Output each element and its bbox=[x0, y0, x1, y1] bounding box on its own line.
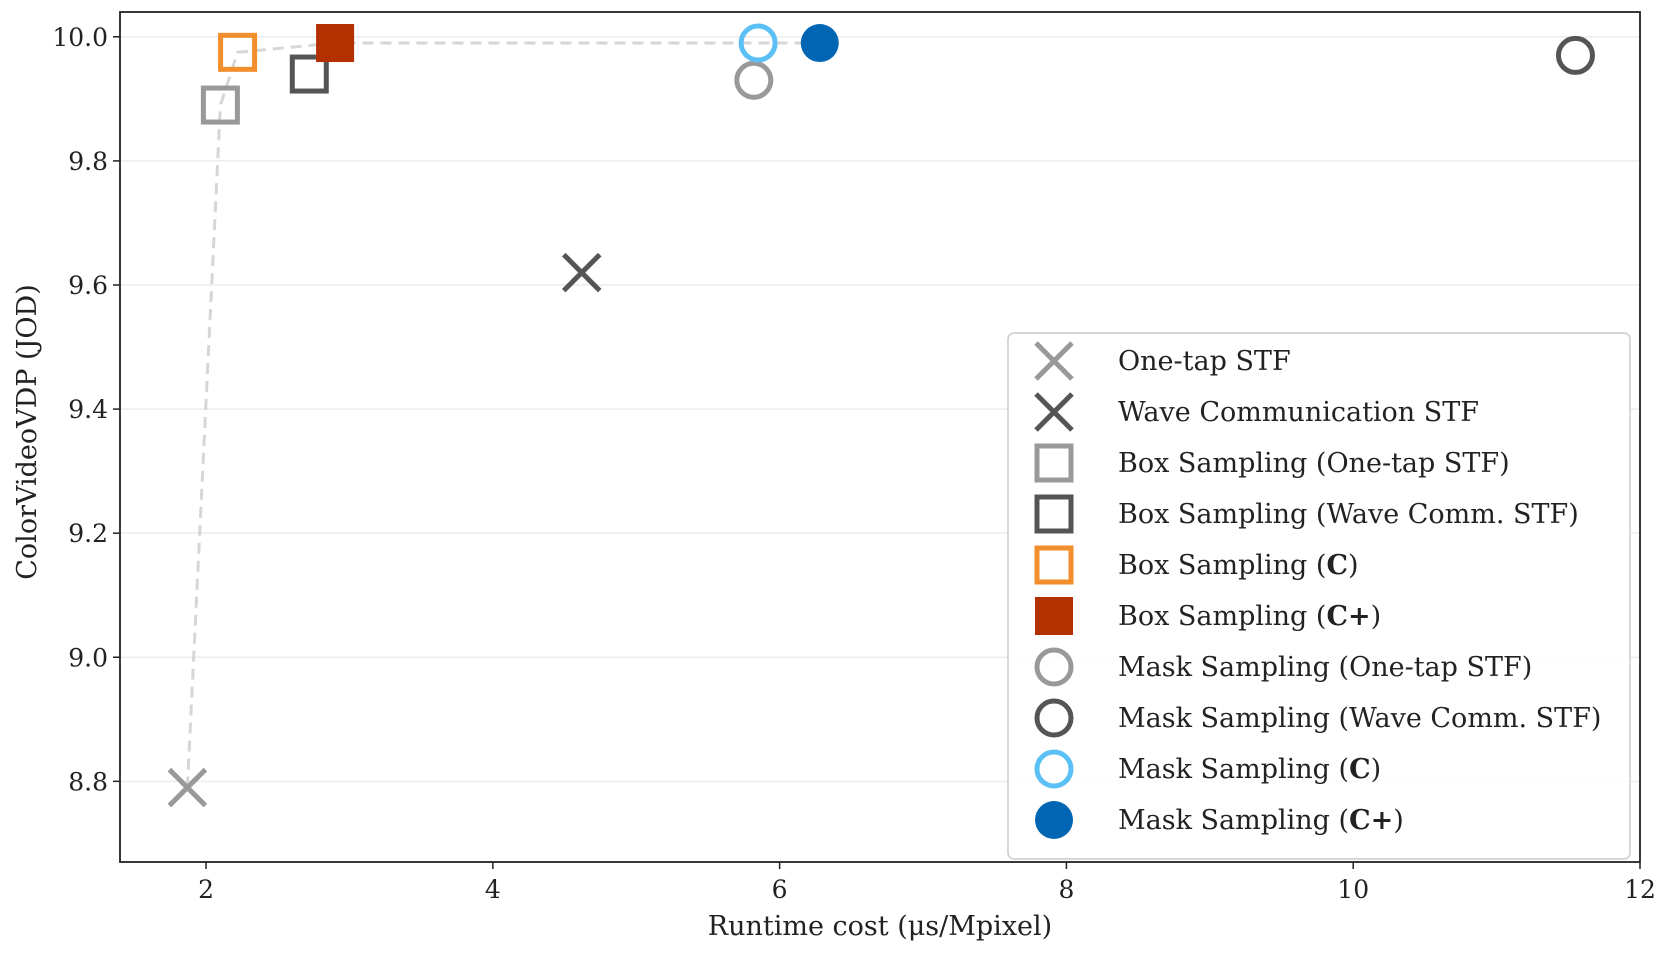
y-tick-label: 10.0 bbox=[52, 23, 108, 52]
data-point bbox=[734, 60, 774, 100]
legend-marker bbox=[1034, 494, 1074, 534]
data-point bbox=[316, 24, 355, 63]
x-tick-label: 4 bbox=[485, 875, 501, 904]
data-point bbox=[800, 24, 839, 63]
y-tick-label: 9.6 bbox=[68, 271, 108, 300]
data-point bbox=[1555, 35, 1595, 75]
data-point bbox=[218, 32, 258, 72]
legend-label: Mask Sampling (C) bbox=[1118, 754, 1381, 785]
legend-marker bbox=[1034, 647, 1074, 687]
y-tick-label: 9.8 bbox=[68, 147, 108, 176]
x-tick-label: 10 bbox=[1337, 875, 1369, 904]
x-tick-label: 8 bbox=[1058, 875, 1074, 904]
legend-label: Box Sampling (C) bbox=[1118, 550, 1359, 581]
data-point bbox=[289, 54, 329, 94]
x-tick-label: 2 bbox=[198, 875, 214, 904]
legend-label: Mask Sampling (Wave Comm. STF) bbox=[1118, 703, 1601, 734]
legend-marker bbox=[1034, 392, 1074, 432]
data-point bbox=[561, 252, 602, 293]
y-tick-label: 8.8 bbox=[68, 767, 108, 796]
legend-marker bbox=[1034, 545, 1074, 585]
x-tick-label: 12 bbox=[1624, 875, 1656, 904]
legend-label: Mask Sampling (One-tap STF) bbox=[1118, 652, 1532, 683]
legend-marker bbox=[1034, 443, 1074, 483]
x-tick-label: 6 bbox=[772, 875, 788, 904]
legend-label: Box Sampling (Wave Comm. STF) bbox=[1118, 499, 1579, 530]
legend-box bbox=[1007, 332, 1631, 860]
legend-marker bbox=[1034, 749, 1074, 789]
legend-label: Wave Communication STF bbox=[1118, 397, 1479, 428]
x-axis-label: Runtime cost (μs/Mpixel) bbox=[708, 911, 1052, 942]
data-point bbox=[200, 85, 240, 125]
y-tick-label: 9.2 bbox=[68, 519, 108, 548]
plot-frame bbox=[119, 11, 1641, 863]
legend-label: Mask Sampling (C+) bbox=[1118, 805, 1404, 836]
y-tick-label: 9.0 bbox=[68, 643, 108, 672]
legend-label: Box Sampling (One-tap STF) bbox=[1118, 448, 1510, 479]
y-axis-label: ColorVideoVDP (JOD) bbox=[12, 284, 43, 579]
legend-marker bbox=[1035, 801, 1073, 839]
pareto-front-line bbox=[185, 41, 820, 788]
y-tick-label: 9.4 bbox=[68, 395, 108, 424]
legend-label: One-tap STF bbox=[1118, 346, 1291, 377]
legend-marker bbox=[1034, 341, 1074, 381]
legend-label: Box Sampling (C+) bbox=[1118, 601, 1381, 632]
legend-marker bbox=[1034, 698, 1074, 738]
legend: One-tap STF Wave Communication STF Box Sam… bbox=[1007, 332, 1631, 860]
data-point bbox=[167, 767, 208, 808]
data-point bbox=[738, 23, 778, 63]
legend-marker bbox=[1035, 597, 1073, 635]
